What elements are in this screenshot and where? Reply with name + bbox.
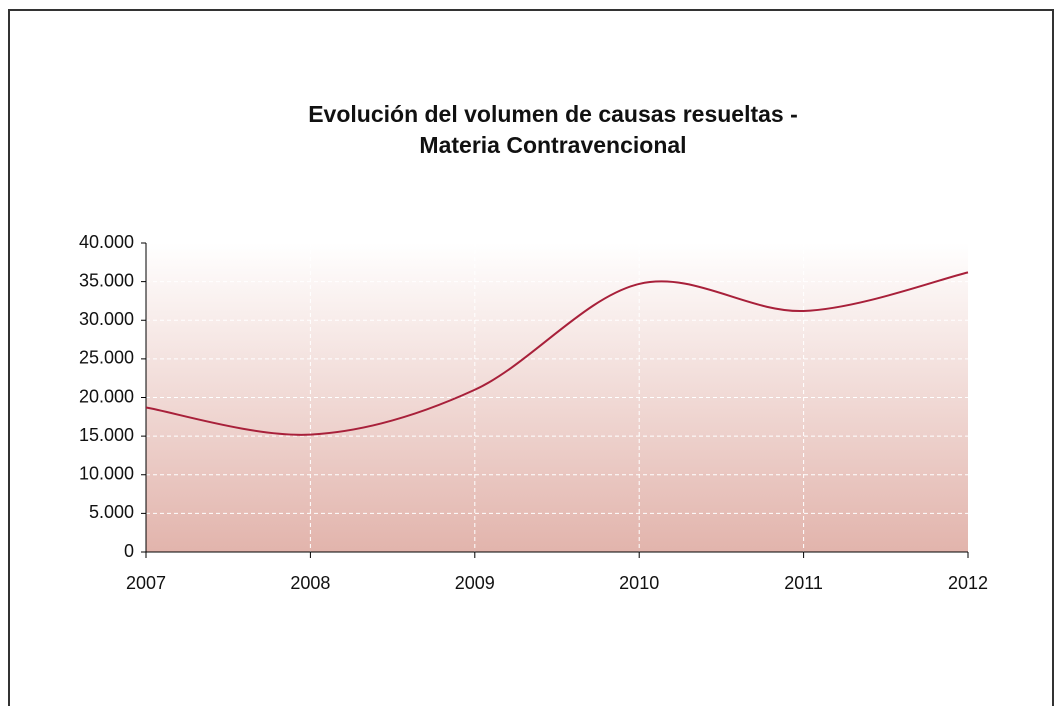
- x-tick-label: 2009: [455, 573, 495, 593]
- x-tick-label: 2010: [619, 573, 659, 593]
- x-tick-label: 2011: [784, 573, 823, 593]
- y-tick-label: 5.000: [89, 502, 134, 522]
- y-tick-label: 15.000: [79, 425, 134, 445]
- y-tick-label: 25.000: [79, 348, 134, 368]
- line: [145, 271, 969, 436]
- y-tick-label: 10.000: [79, 464, 134, 484]
- chart-title: Materia Contravencional: [419, 132, 686, 158]
- x-tick-label: 2007: [126, 573, 166, 593]
- x-tick-label: 2008: [290, 573, 330, 593]
- x-tick-label: 2012: [948, 573, 988, 593]
- chart-title: Evolución del volumen de causas resuelta…: [308, 101, 798, 127]
- y-tick-label: 20.000: [79, 386, 134, 406]
- plot-area: [146, 243, 968, 552]
- y-tick-label: 40.000: [79, 232, 134, 252]
- y-tick-label: 30.000: [79, 309, 134, 329]
- frame: [8, 9, 1054, 706]
- y-tick-label: 0: [124, 541, 134, 561]
- y-tick-label: 35.000: [79, 270, 134, 290]
